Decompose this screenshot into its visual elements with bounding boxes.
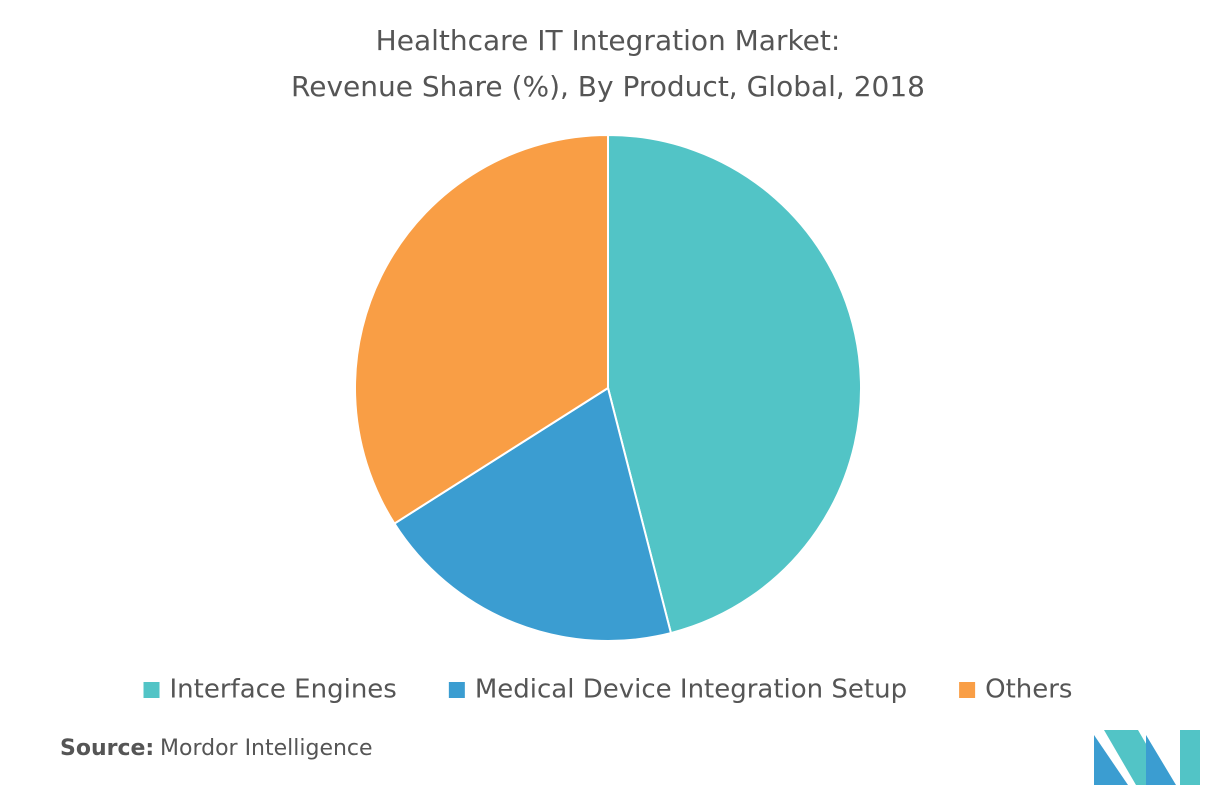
logo — [1094, 730, 1200, 785]
chart-title: Revenue Share (%), By Product, Global, 2… — [291, 70, 925, 103]
legend-swatch — [959, 682, 976, 698]
pie-slice — [354, 133, 609, 525]
pie-slice — [607, 133, 862, 635]
source: Mordor Intelligence — [160, 736, 373, 761]
legend-swatch — [448, 682, 465, 698]
legend-label: Interface Engines — [170, 675, 397, 705]
pie-slice — [393, 386, 673, 642]
source-label: Source: — [60, 736, 154, 761]
legend-label: Others — [985, 675, 1072, 705]
legend-swatch — [143, 682, 160, 698]
chart-title: Healthcare IT Integration Market: — [376, 24, 841, 57]
legend-label: Medical Device Integration Setup — [475, 675, 907, 705]
